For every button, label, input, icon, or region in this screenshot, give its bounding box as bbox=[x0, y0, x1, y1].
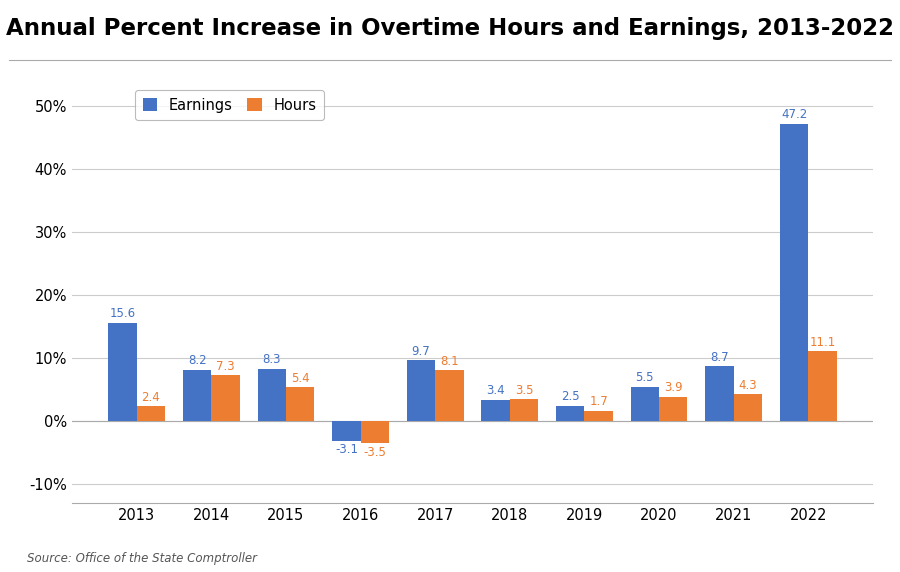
Bar bbox=[183, 370, 212, 422]
Text: 3.9: 3.9 bbox=[664, 381, 682, 394]
Text: Annual Percent Increase in Overtime Hours and Earnings, 2013-2022: Annual Percent Increase in Overtime Hour… bbox=[6, 17, 894, 40]
Bar bbox=[257, 369, 286, 422]
Bar bbox=[482, 400, 509, 422]
Bar bbox=[808, 351, 837, 422]
Legend: Earnings, Hours: Earnings, Hours bbox=[135, 90, 324, 120]
Bar bbox=[108, 323, 137, 422]
Text: 7.3: 7.3 bbox=[216, 360, 235, 373]
Bar bbox=[659, 397, 688, 422]
Text: 1.7: 1.7 bbox=[590, 395, 608, 408]
Text: 11.1: 11.1 bbox=[809, 336, 835, 349]
Text: 5.5: 5.5 bbox=[635, 371, 654, 384]
Text: 3.4: 3.4 bbox=[486, 384, 505, 398]
Text: 9.7: 9.7 bbox=[411, 344, 430, 358]
Text: -3.5: -3.5 bbox=[364, 446, 386, 459]
Text: Source: Office of the State Comptroller: Source: Office of the State Comptroller bbox=[27, 552, 257, 565]
Text: 5.4: 5.4 bbox=[291, 372, 310, 385]
Text: -3.1: -3.1 bbox=[335, 443, 358, 456]
Bar bbox=[556, 406, 584, 422]
Bar bbox=[436, 370, 464, 422]
Text: 8.2: 8.2 bbox=[188, 354, 206, 367]
Bar bbox=[286, 387, 314, 422]
Bar bbox=[137, 406, 165, 422]
Bar bbox=[509, 399, 538, 422]
Text: 8.1: 8.1 bbox=[440, 355, 459, 368]
Bar bbox=[734, 394, 762, 422]
Bar bbox=[407, 360, 436, 422]
Bar bbox=[584, 411, 613, 422]
Bar bbox=[706, 367, 734, 422]
Text: 4.3: 4.3 bbox=[739, 379, 757, 392]
Text: 8.3: 8.3 bbox=[263, 353, 281, 367]
Text: 8.7: 8.7 bbox=[710, 351, 729, 364]
Bar bbox=[361, 422, 389, 443]
Text: 2.5: 2.5 bbox=[561, 390, 580, 403]
Bar bbox=[212, 375, 239, 422]
Text: 2.4: 2.4 bbox=[141, 391, 160, 404]
Text: 3.5: 3.5 bbox=[515, 384, 533, 397]
Text: 47.2: 47.2 bbox=[781, 108, 807, 121]
Bar bbox=[780, 124, 808, 422]
Text: 15.6: 15.6 bbox=[110, 307, 136, 320]
Bar bbox=[332, 422, 361, 441]
Bar bbox=[631, 387, 659, 422]
